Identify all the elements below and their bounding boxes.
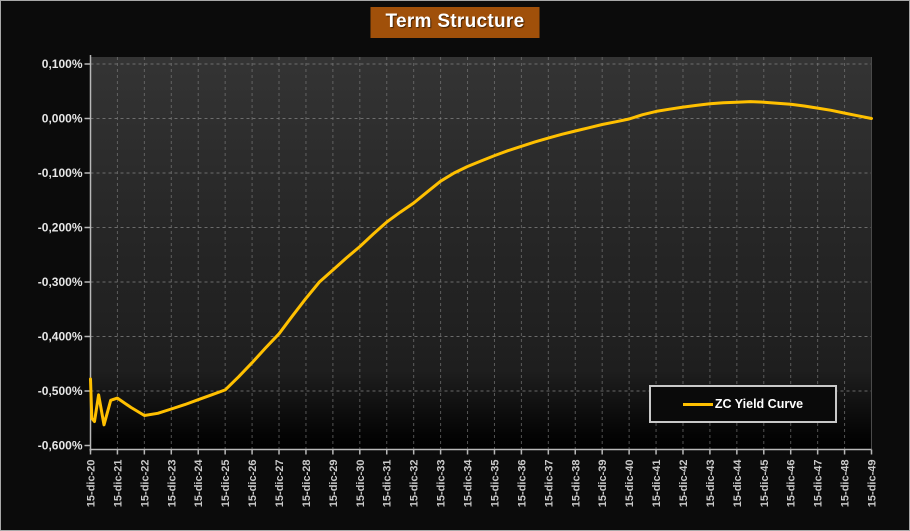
x-axis-tick-label: 15-dic-20 — [86, 460, 98, 508]
chart-title: Term Structure — [370, 7, 540, 38]
x-axis-tick-label: 15-dic-32 — [409, 460, 421, 508]
legend-line-sample-icon — [682, 402, 713, 406]
x-axis-tick-label: 15-dic-35 — [489, 460, 501, 508]
x-axis-tick-label: 15-dic-38 — [570, 460, 582, 508]
x-axis-tick-label: 15-dic-36 — [516, 460, 528, 508]
legend-series-label: ZC Yield Curve — [714, 397, 804, 411]
x-axis-tick-label: 15-dic-27 — [274, 460, 286, 508]
y-axis-tick-label: 0,000% — [42, 112, 83, 126]
x-axis-tick-label: 15-dic-24 — [193, 459, 205, 508]
x-axis-tick-label: 15-dic-23 — [166, 460, 178, 508]
x-axis-tick-label: 15-dic-44 — [732, 459, 744, 508]
x-axis-tick-label: 15-dic-22 — [139, 460, 151, 508]
x-axis-tick-label: 15-dic-47 — [813, 460, 825, 508]
y-axis-tick-label: -0,500% — [38, 384, 83, 398]
x-axis-tick-label: 15-dic-42 — [678, 460, 690, 508]
x-axis-tick-label: 15-dic-48 — [840, 460, 852, 508]
plot-background — [90, 57, 872, 449]
y-axis-tick-label: -0,200% — [38, 221, 83, 235]
x-axis-tick-label: 15-dic-46 — [786, 460, 798, 508]
x-axis-tick-label: 15-dic-33 — [436, 460, 448, 508]
x-axis-tick-label: 15-dic-31 — [382, 460, 394, 508]
y-axis-tick-label: -0,300% — [38, 275, 83, 289]
x-axis-tick-label: 15-dic-49 — [867, 460, 879, 508]
legend[interactable]: ZC Yield Curve — [649, 385, 837, 423]
zc-yield-curve-line[interactable] — [89, 100, 873, 427]
x-axis-tick-label: 15-dic-34 — [463, 459, 475, 508]
x-axis-tick-label: 15-dic-21 — [112, 460, 124, 508]
x-axis-tick-label: 15-dic-37 — [543, 460, 555, 508]
y-axis-tick-label: -0,600% — [38, 439, 83, 453]
x-axis-tick-label: 15-dic-41 — [651, 460, 663, 508]
x-axis-tick-label: 15-dic-45 — [759, 460, 771, 508]
x-axis-tick-label: 15-dic-39 — [597, 460, 609, 508]
x-axis-tick-label: 15-dic-29 — [328, 460, 340, 508]
x-axis-tick-label: 15-dic-28 — [301, 460, 313, 508]
x-axis-tick-label: 15-dic-25 — [220, 460, 232, 508]
x-axis-tick-label: 15-dic-40 — [624, 460, 636, 508]
y-axis-tick-label: 0,100% — [42, 57, 83, 71]
x-axis-tick-label: 15-dic-26 — [247, 460, 259, 508]
y-axis-tick-label: -0,400% — [38, 330, 83, 344]
x-axis-tick-label: 15-dic-43 — [705, 460, 717, 508]
y-axis-tick-label: -0,100% — [38, 166, 83, 180]
x-axis-tick-label: 15-dic-30 — [355, 460, 367, 508]
